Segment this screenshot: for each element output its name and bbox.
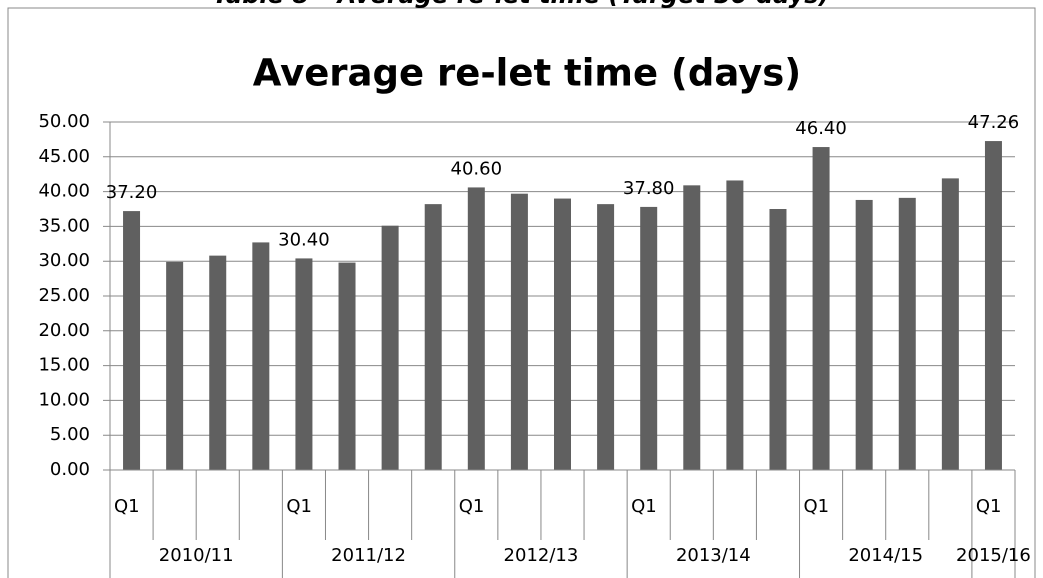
bar xyxy=(554,198,571,470)
bar xyxy=(941,178,959,470)
data-label: 37.20 xyxy=(106,182,158,203)
bar xyxy=(295,258,313,470)
x-tick-label: Q1 xyxy=(114,496,140,517)
bar xyxy=(855,199,873,470)
y-tick-label: 35.00 xyxy=(38,215,90,236)
x-tick-label: Q1 xyxy=(976,496,1002,517)
data-label: 46.40 xyxy=(795,118,847,139)
x-tick-label: Q1 xyxy=(631,496,657,517)
bar xyxy=(123,211,141,470)
chart-title: Average re-let time (days) xyxy=(253,52,801,95)
bar xyxy=(467,187,485,470)
bar xyxy=(209,255,227,470)
bar xyxy=(640,206,658,471)
y-tick-label: 45.00 xyxy=(38,146,90,167)
bar xyxy=(769,209,787,470)
data-label: 37.80 xyxy=(623,178,675,199)
page-title: Table 8 – Average re-let time (Target 30… xyxy=(212,0,829,9)
group-label: 2015/16 xyxy=(956,545,1031,566)
bar xyxy=(424,204,442,471)
group-label: 2012/13 xyxy=(504,545,579,566)
bar xyxy=(812,147,830,470)
bar xyxy=(726,180,744,471)
y-tick-label: 50.00 xyxy=(38,111,90,132)
bar xyxy=(381,225,399,470)
data-label: 47.26 xyxy=(968,112,1020,133)
bar xyxy=(597,204,615,471)
bar xyxy=(338,262,356,470)
group-label: 2011/12 xyxy=(331,545,406,566)
y-tick-label: 20.00 xyxy=(38,320,90,341)
y-tick-label: 5.00 xyxy=(50,424,90,445)
y-tick-label: 25.00 xyxy=(38,285,90,306)
y-tick-label: 10.00 xyxy=(38,389,90,410)
bar xyxy=(252,242,270,470)
group-label: 2010/11 xyxy=(159,545,234,566)
bar xyxy=(683,185,701,470)
data-label: 30.40 xyxy=(278,229,330,250)
y-tick-label: 0.00 xyxy=(50,459,90,480)
bar xyxy=(510,193,528,471)
group-label: 2013/14 xyxy=(676,545,751,566)
x-tick-label: Q1 xyxy=(804,496,830,517)
x-tick-label: Q1 xyxy=(286,496,312,517)
y-tick-label: 40.00 xyxy=(38,181,90,202)
bar xyxy=(898,197,916,470)
x-tick-label: Q1 xyxy=(459,496,485,517)
y-tick-label: 15.00 xyxy=(38,355,90,376)
y-tick-label: 30.00 xyxy=(38,250,90,271)
bar xyxy=(166,261,184,470)
data-label: 40.60 xyxy=(451,158,503,179)
group-label: 2014/15 xyxy=(848,545,923,566)
bar xyxy=(984,141,1002,470)
